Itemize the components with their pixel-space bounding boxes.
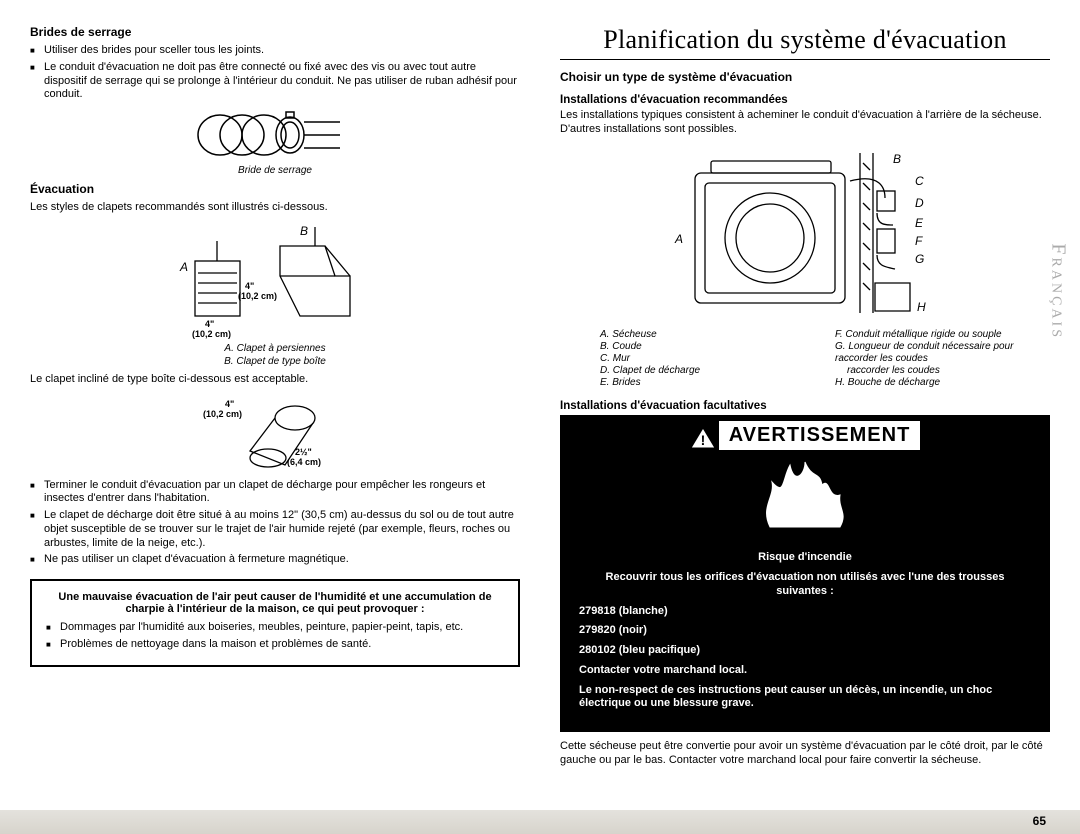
kit-code: 280102 (bleu pacifique) bbox=[579, 644, 1031, 658]
figure-hoods: A B 4" (10,2 cm) 4" (10,2 cm) A. Clapet … bbox=[30, 221, 520, 367]
paragraph: Les installations typiques consistent à … bbox=[560, 109, 1050, 137]
svg-text:C: C bbox=[915, 174, 924, 188]
heading-evacuation: Évacuation bbox=[30, 182, 520, 197]
brides-list: Utiliser des brides pour sceller tous le… bbox=[30, 44, 520, 102]
svg-text:4": 4" bbox=[205, 319, 214, 329]
svg-text:(10,2 cm): (10,2 cm) bbox=[238, 291, 277, 301]
list-item: Utiliser des brides pour sceller tous le… bbox=[44, 44, 520, 58]
list-item: Problèmes de nettoyage dans la maison et… bbox=[60, 638, 504, 652]
list-item: Le clapet de décharge doit être situé à … bbox=[44, 509, 520, 550]
svg-text:4": 4" bbox=[245, 281, 254, 291]
warning-contact: Contacter votre marchand local. bbox=[579, 664, 1031, 678]
svg-text:(10,2 cm): (10,2 cm) bbox=[192, 329, 231, 339]
paragraph: Le clapet incliné de type boîte ci-desso… bbox=[30, 373, 520, 387]
svg-text:A: A bbox=[674, 232, 683, 246]
figure-key: A. Sécheuse B. Coude C. Mur D. Clapet de… bbox=[600, 329, 1050, 389]
warning-box: ! AVERTISSEMENT Risque d'incendie Recouv… bbox=[560, 415, 1050, 732]
heading-optional: Installations d'évacuation facultatives bbox=[560, 399, 1050, 413]
kit-code: 279818 (blanche) bbox=[579, 605, 1031, 619]
key-item: E. Brides bbox=[600, 377, 815, 389]
warning-header: ! AVERTISSEMENT bbox=[563, 418, 1047, 453]
divider bbox=[560, 59, 1050, 60]
key-item: A. Sécheuse bbox=[600, 329, 815, 341]
paragraph: Cette sécheuse peut être convertie pour … bbox=[560, 740, 1050, 768]
svg-text:F: F bbox=[915, 234, 923, 248]
svg-text:A: A bbox=[179, 260, 188, 274]
figure-caption: B. Clapet de type boîte bbox=[30, 356, 520, 367]
key-item: H. Bouche de décharge bbox=[835, 377, 1050, 389]
figure-clamp: Bride de serrage bbox=[30, 108, 520, 176]
page-number: 65 bbox=[1033, 814, 1046, 828]
svg-text:(10,2 cm): (10,2 cm) bbox=[203, 409, 242, 419]
warning-line: Recouvrir tous les orifices d'évacuation… bbox=[579, 571, 1031, 599]
left-column: Brides de serrage Utiliser des brides po… bbox=[30, 25, 530, 770]
warning-consequence: Le non-respect de ces instructions peut … bbox=[579, 684, 1031, 712]
key-item-cont: raccorder les coudes bbox=[835, 365, 1050, 377]
kit-code: 279820 (noir) bbox=[579, 624, 1031, 638]
language-tab: Français bbox=[1047, 243, 1070, 340]
list-item: Le conduit d'évacuation ne doit pas être… bbox=[44, 61, 520, 102]
key-item: C. Mur bbox=[600, 353, 815, 365]
svg-text:B: B bbox=[300, 224, 308, 238]
heading-choisir: Choisir un type de système d'évacuation bbox=[560, 70, 1050, 85]
svg-text:!: ! bbox=[700, 432, 705, 448]
list-item: Dommages par l'humidité aux boiseries, m… bbox=[60, 621, 504, 635]
key-item: B. Coude bbox=[600, 341, 815, 353]
figure-caption: Bride de serrage bbox=[30, 165, 520, 176]
warning-risk: Risque d'incendie bbox=[579, 551, 1031, 565]
list-item: Terminer le conduit d'évacuation par un … bbox=[44, 479, 520, 507]
svg-text:4": 4" bbox=[225, 399, 234, 409]
heading-brides: Brides de serrage bbox=[30, 25, 520, 40]
key-item: D. Clapet de décharge bbox=[600, 365, 815, 377]
svg-text:D: D bbox=[915, 196, 924, 210]
svg-text:(6,4 cm): (6,4 cm) bbox=[287, 457, 321, 467]
svg-text:B: B bbox=[893, 152, 901, 166]
warning-title: AVERTISSEMENT bbox=[719, 421, 921, 450]
caution-lead: Une mauvaise évacuation de l'air peut ca… bbox=[46, 591, 504, 615]
key-item: G. Longueur de conduit nécessaire pour r… bbox=[835, 341, 1050, 365]
svg-text:E: E bbox=[915, 216, 924, 230]
list-item: Ne pas utiliser un clapet d'évacuation à… bbox=[44, 553, 520, 567]
warning-body: Risque d'incendie Recouvrir tous les ori… bbox=[563, 543, 1047, 729]
fire-icon bbox=[563, 453, 1047, 543]
caution-box: Une mauvaise évacuation de l'air peut ca… bbox=[30, 579, 520, 667]
svg-text:G: G bbox=[915, 252, 924, 266]
page-title: Planification du système d'évacuation bbox=[560, 25, 1050, 55]
heading-recommended: Installations d'évacuation recommandées bbox=[560, 93, 1050, 107]
figure-dryer-install: A B C D E F G H bbox=[560, 143, 1050, 323]
footer-bar bbox=[0, 810, 1080, 834]
svg-text:H: H bbox=[917, 300, 926, 314]
figure-caption: A. Clapet à persiennes bbox=[30, 343, 520, 354]
figure-angled-hood: 4" (10,2 cm) 2½" (6,4 cm) bbox=[30, 393, 520, 473]
svg-text:2½": 2½" bbox=[295, 447, 312, 457]
paragraph: Les styles de clapets recommandés sont i… bbox=[30, 201, 520, 215]
evac-list-2: Terminer le conduit d'évacuation par un … bbox=[30, 479, 520, 568]
right-column: Planification du système d'évacuation Ch… bbox=[550, 25, 1050, 770]
key-item: F. Conduit métallique rigide ou souple bbox=[835, 329, 1050, 341]
